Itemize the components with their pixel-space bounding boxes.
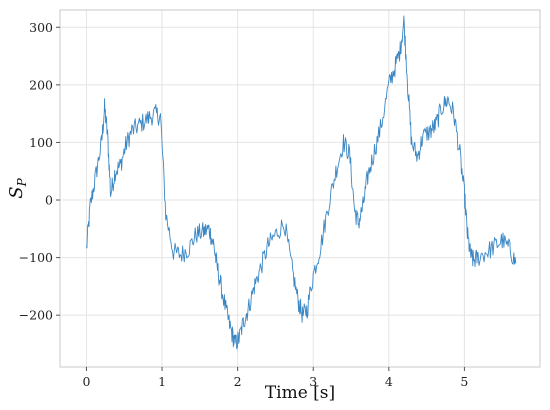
x-tick-label: 2 xyxy=(234,374,242,389)
y-tick-label: 0 xyxy=(45,193,53,208)
y-axis-title-main: S xyxy=(6,186,27,198)
y-tick-label: 300 xyxy=(29,20,53,35)
x-tick-label: 0 xyxy=(82,374,90,389)
x-tick-label: 3 xyxy=(309,374,317,389)
series-line xyxy=(86,15,517,350)
plot-frame xyxy=(59,9,541,368)
y-tick-label: −100 xyxy=(19,250,53,265)
axis-ticks: 0 1 2 3 4 5 −200 −100 0 100 200 300 xyxy=(19,20,469,389)
x-tick-label: 4 xyxy=(385,374,393,389)
y-axis-title: SP xyxy=(6,177,29,198)
y-tick-label: −200 xyxy=(19,308,53,323)
x-axis-title: Time [s] xyxy=(265,383,335,403)
y-axis-title-subscript: P xyxy=(15,177,29,187)
y-tick-label: 200 xyxy=(29,77,53,92)
x-tick-label: 1 xyxy=(158,374,166,389)
x-tick-label: 5 xyxy=(460,374,468,389)
y-tick-label: 100 xyxy=(29,135,53,150)
